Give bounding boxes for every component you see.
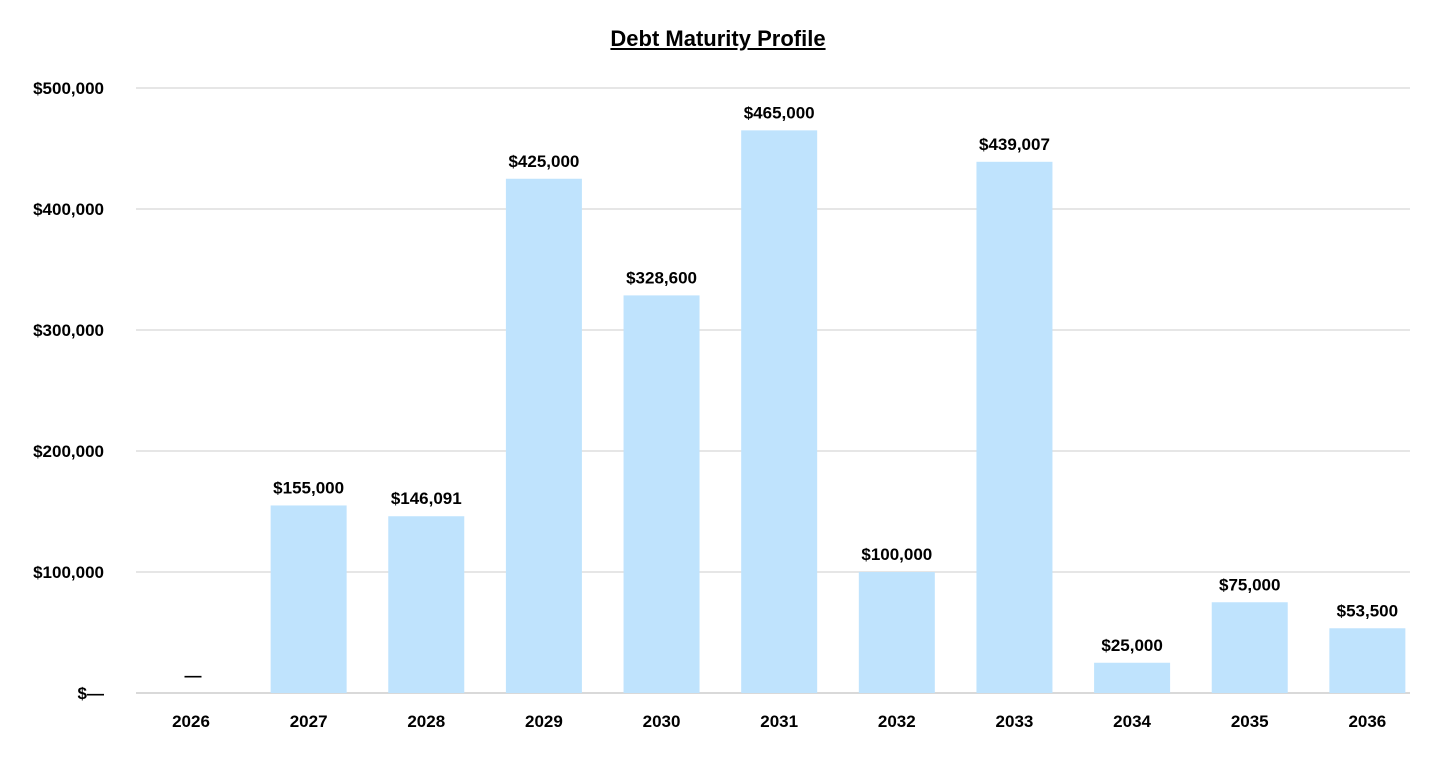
x-axis-ticks: 2026 2027 2028 2029 2030 2031 2032 2033 2034 2035… [172,712,1386,731]
y-tick-label: $300,000 [33,321,104,340]
y-tick-label: $— [78,684,104,703]
x-tick-label-2036: 2036 [1348,712,1386,731]
data-label-2029: $425,000 [508,152,579,171]
x-tick-label-2031: 2031 [760,712,798,731]
bar-2036 [1329,628,1406,693]
data-label-2030: $328,600 [626,268,697,287]
bar-2032 [858,572,935,693]
y-tick-label: $500,000 [33,79,104,98]
data-label-2026: — [185,666,202,685]
y-tick-label: $200,000 [33,442,104,461]
x-tick-label-2030: 2030 [643,712,681,731]
bar-2030 [623,295,700,693]
data-label-2028: $146,091 [391,489,462,508]
bars [270,130,1406,694]
bar-2033 [976,161,1053,694]
data-label-2036: $53,500 [1337,601,1398,620]
data-label-2031: $465,000 [744,103,815,122]
y-axis-ticks: $— $100,000 $200,000 $300,000 $400,000 $500,0… [33,79,104,703]
bar-2028 [388,516,465,693]
chart-title: Debt Maturity Profile [610,26,826,51]
x-tick-label-2034: 2034 [1113,712,1151,731]
data-label-2034: $25,000 [1101,636,1162,655]
bar-2034 [1094,662,1171,693]
y-tick-label: $400,000 [33,200,104,219]
x-tick-label-2033: 2033 [996,712,1034,731]
x-tick-label-2026: 2026 [172,712,210,731]
data-labels: — $155,000 $146,091 $425,000 $328,600 $465,00… [185,103,1399,685]
x-tick-label-2035: 2035 [1231,712,1269,731]
bar-2035 [1211,602,1288,693]
data-label-2027: $155,000 [273,478,344,497]
data-label-2035: $75,000 [1219,575,1280,594]
x-tick-label-2028: 2028 [407,712,445,731]
x-tick-label-2032: 2032 [878,712,916,731]
y-tick-label: $100,000 [33,563,104,582]
x-tick-label-2029: 2029 [525,712,563,731]
data-label-2032: $100,000 [861,545,932,564]
data-label-2033: $439,007 [979,135,1050,154]
x-tick-label-2027: 2027 [290,712,328,731]
bar-2031 [741,130,818,694]
bar-2029 [505,178,582,693]
bar-2027 [270,505,347,693]
